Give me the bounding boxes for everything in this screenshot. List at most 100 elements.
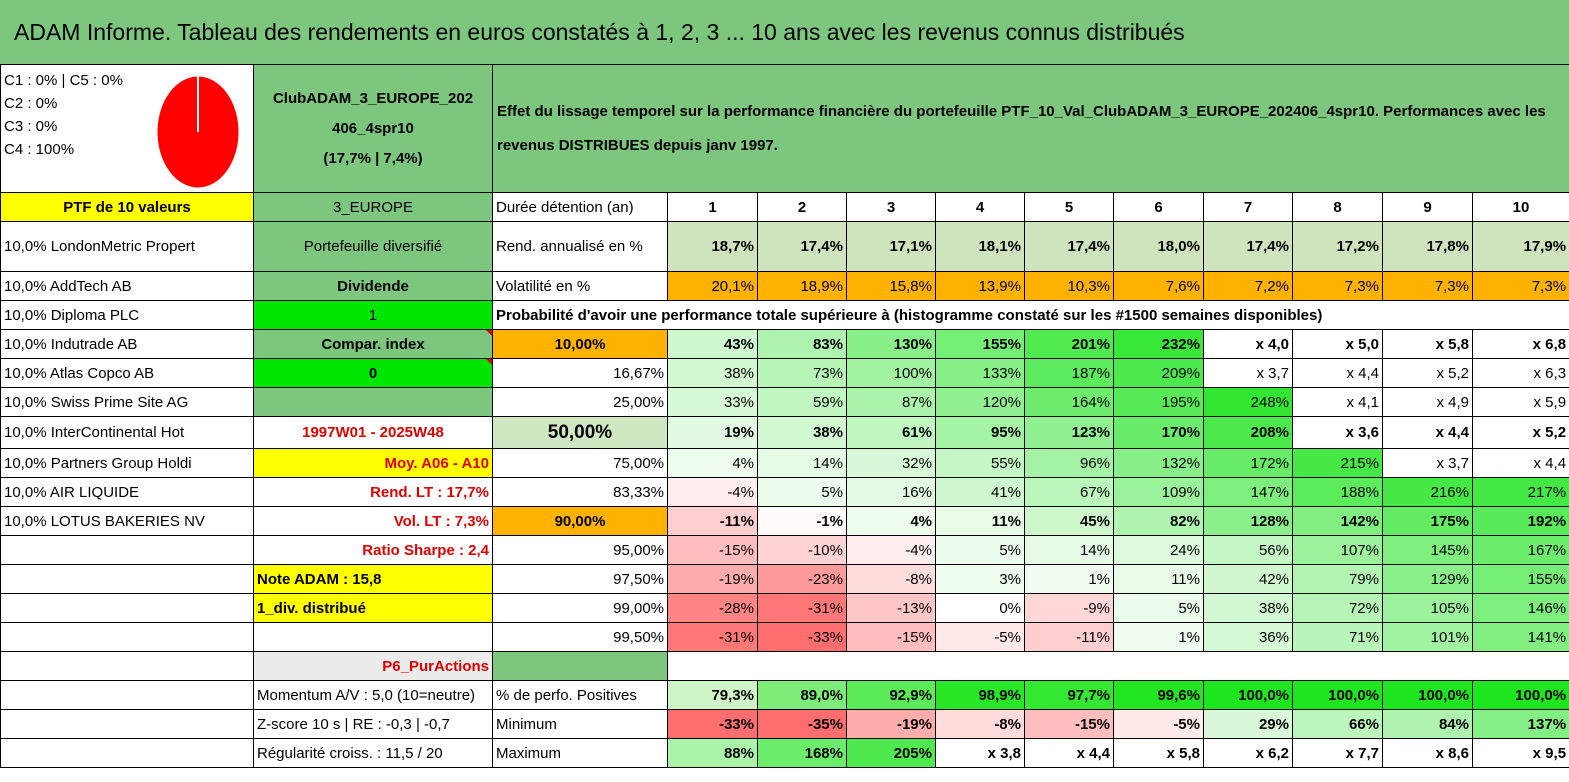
percentile-value: 95,00%	[492, 535, 668, 565]
histogram-value: 128%	[1203, 506, 1293, 536]
vol-value: 10,3%	[1024, 271, 1114, 301]
histogram-value: -15%	[667, 535, 758, 565]
histogram-value: -4%	[846, 535, 936, 565]
regularity: Régularité croiss. : 11,5 / 20	[253, 738, 493, 768]
vol-value: 7,6%	[1113, 271, 1204, 301]
min-value: 137%	[1471, 709, 1569, 739]
side-empty	[253, 387, 493, 417]
pos-value: 99,6%	[1113, 680, 1204, 710]
histogram-value: x 6,3	[1471, 358, 1569, 388]
vol-value: 7,3%	[1292, 271, 1383, 301]
histogram-value: 109%	[1113, 477, 1204, 507]
compar-index: Compar. index	[253, 329, 493, 359]
histogram-value: 67%	[1024, 477, 1114, 507]
min-value: -15%	[1024, 709, 1114, 739]
vol-value: 7,2%	[1203, 271, 1293, 301]
pos-value: 100,0%	[1292, 680, 1383, 710]
histogram-value: 38%	[1203, 593, 1293, 623]
table-row: P6_PurActions	[0, 651, 1569, 681]
holding-empty	[0, 622, 254, 652]
histogram-value: -31%	[757, 593, 847, 623]
vol-value: 15,8%	[846, 271, 936, 301]
histogram-value: 248%	[1203, 387, 1293, 417]
histogram-value: 195%	[1113, 387, 1204, 417]
histogram-value: -13%	[846, 593, 936, 623]
pos-value: 92,9%	[846, 680, 936, 710]
min-value: -5%	[1113, 709, 1204, 739]
percentile-value: 99,00%	[492, 593, 668, 623]
histogram-value: -28%	[667, 593, 758, 623]
table-row: Ratio Sharpe : 2,4 95,00% -15% -10% -4% 5% 14%…	[0, 535, 1569, 565]
performance-table: C1 : 0% | C5 : 0% C2 : 0% C3 : 0% C4 : 1…	[0, 64, 1569, 768]
histogram-value: 41%	[935, 477, 1025, 507]
histogram-value: 5%	[935, 535, 1025, 565]
histogram-value: 170%	[1113, 416, 1204, 449]
histogram-value: -33%	[757, 622, 847, 652]
holding-empty	[0, 680, 254, 710]
max-value: x 5,8	[1113, 738, 1204, 768]
holding-row: 10,0% Atlas Copco AB	[0, 358, 254, 388]
histogram-value: 105%	[1382, 593, 1473, 623]
vol-value: 18,9%	[757, 271, 847, 301]
histogram-value: 71%	[1292, 622, 1383, 652]
holding-empty	[0, 709, 254, 739]
table-row: 10,0% Atlas Copco AB 0 16,67% 38% 73% 100% 133…	[0, 358, 1569, 388]
percentile-value: 75,00%	[492, 448, 668, 478]
histogram-value: 56%	[1203, 535, 1293, 565]
histogram-value: 19%	[667, 416, 758, 449]
year-header: 3	[846, 192, 936, 222]
histogram-value: 167%	[1471, 535, 1569, 565]
holding-empty	[0, 593, 254, 623]
adam-note: Note ADAM : 15,8	[253, 564, 493, 594]
histogram-value: -31%	[667, 622, 758, 652]
pos-value: 97,7%	[1024, 680, 1114, 710]
percentile-value: 97,50%	[492, 564, 668, 594]
histogram-value: -1%	[757, 506, 847, 536]
min-value: -19%	[846, 709, 936, 739]
histogram-value: -11%	[667, 506, 758, 536]
max-value: 205%	[846, 738, 936, 768]
table-row: 10,0% AIR LIQUIDE Rend. LT : 17,7% 83,33% -…	[0, 477, 1569, 507]
legend-c4: C4 : 100%	[4, 141, 75, 158]
histogram-value: -5%	[935, 622, 1025, 652]
year-header: 2	[757, 192, 847, 222]
histogram-value: -4%	[667, 477, 758, 507]
rend-value: 17,4%	[1203, 221, 1293, 272]
histogram-value: 14%	[757, 448, 847, 478]
holding-row: 10,0% Indutrade AB	[0, 329, 254, 359]
rend-value: 17,1%	[846, 221, 936, 272]
fund-stats: (17,7% | 7,4%)	[323, 149, 423, 167]
rend-lt: Rend. LT : 17,7%	[253, 477, 493, 507]
histogram-value: 5%	[1113, 593, 1204, 623]
max-value: x 9,5	[1471, 738, 1569, 768]
histogram-value: x 4,9	[1382, 387, 1473, 417]
pos-value: 89,0%	[757, 680, 847, 710]
histogram-value: 0%	[935, 593, 1025, 623]
rend-value: 17,4%	[757, 221, 847, 272]
min-value: -8%	[935, 709, 1025, 739]
rend-value: 17,2%	[1292, 221, 1383, 272]
percentile-value: 83,33%	[492, 477, 668, 507]
fund-name-line1: ClubADAM_3_EUROPE_202	[272, 89, 474, 107]
pos-label: % de perfo. Positives	[492, 680, 668, 710]
table-row: Note ADAM : 15,8 97,50% -19% -23% -8% 3% 1% 11%…	[0, 564, 1569, 594]
fund-name-cell: ClubADAM_3_EUROPE_202 406_4spr10 (17,7% …	[253, 64, 493, 193]
percentile-value: 99,50%	[492, 622, 668, 652]
rend-value: 18,1%	[935, 221, 1025, 272]
max-value: x 3,8	[935, 738, 1025, 768]
dividend-distributed: 1_div. distribué	[253, 593, 493, 623]
histogram-value: 132%	[1113, 448, 1204, 478]
histogram-value: 172%	[1203, 448, 1293, 478]
histogram-value: 133%	[935, 358, 1025, 388]
table-row: 10,0% Diploma PLC 1 Probabilité d'avoir un…	[0, 300, 1569, 330]
rend-value: 18,7%	[667, 221, 758, 272]
histogram-value: -9%	[1024, 593, 1114, 623]
pos-value: 100,0%	[1471, 680, 1569, 710]
rend-value: 17,9%	[1471, 221, 1569, 272]
dividend-label: Dividende	[253, 271, 493, 301]
min-value: 84%	[1382, 709, 1473, 739]
table-row: 1_div. distribué 99,00% -28% -31% -13% 0% -9% 5…	[0, 593, 1569, 623]
table-row: 10,0% InterContinental Hot 1997W01 - 2025…	[0, 416, 1569, 449]
histogram-value: 95%	[935, 416, 1025, 449]
histogram-value: 188%	[1292, 477, 1383, 507]
